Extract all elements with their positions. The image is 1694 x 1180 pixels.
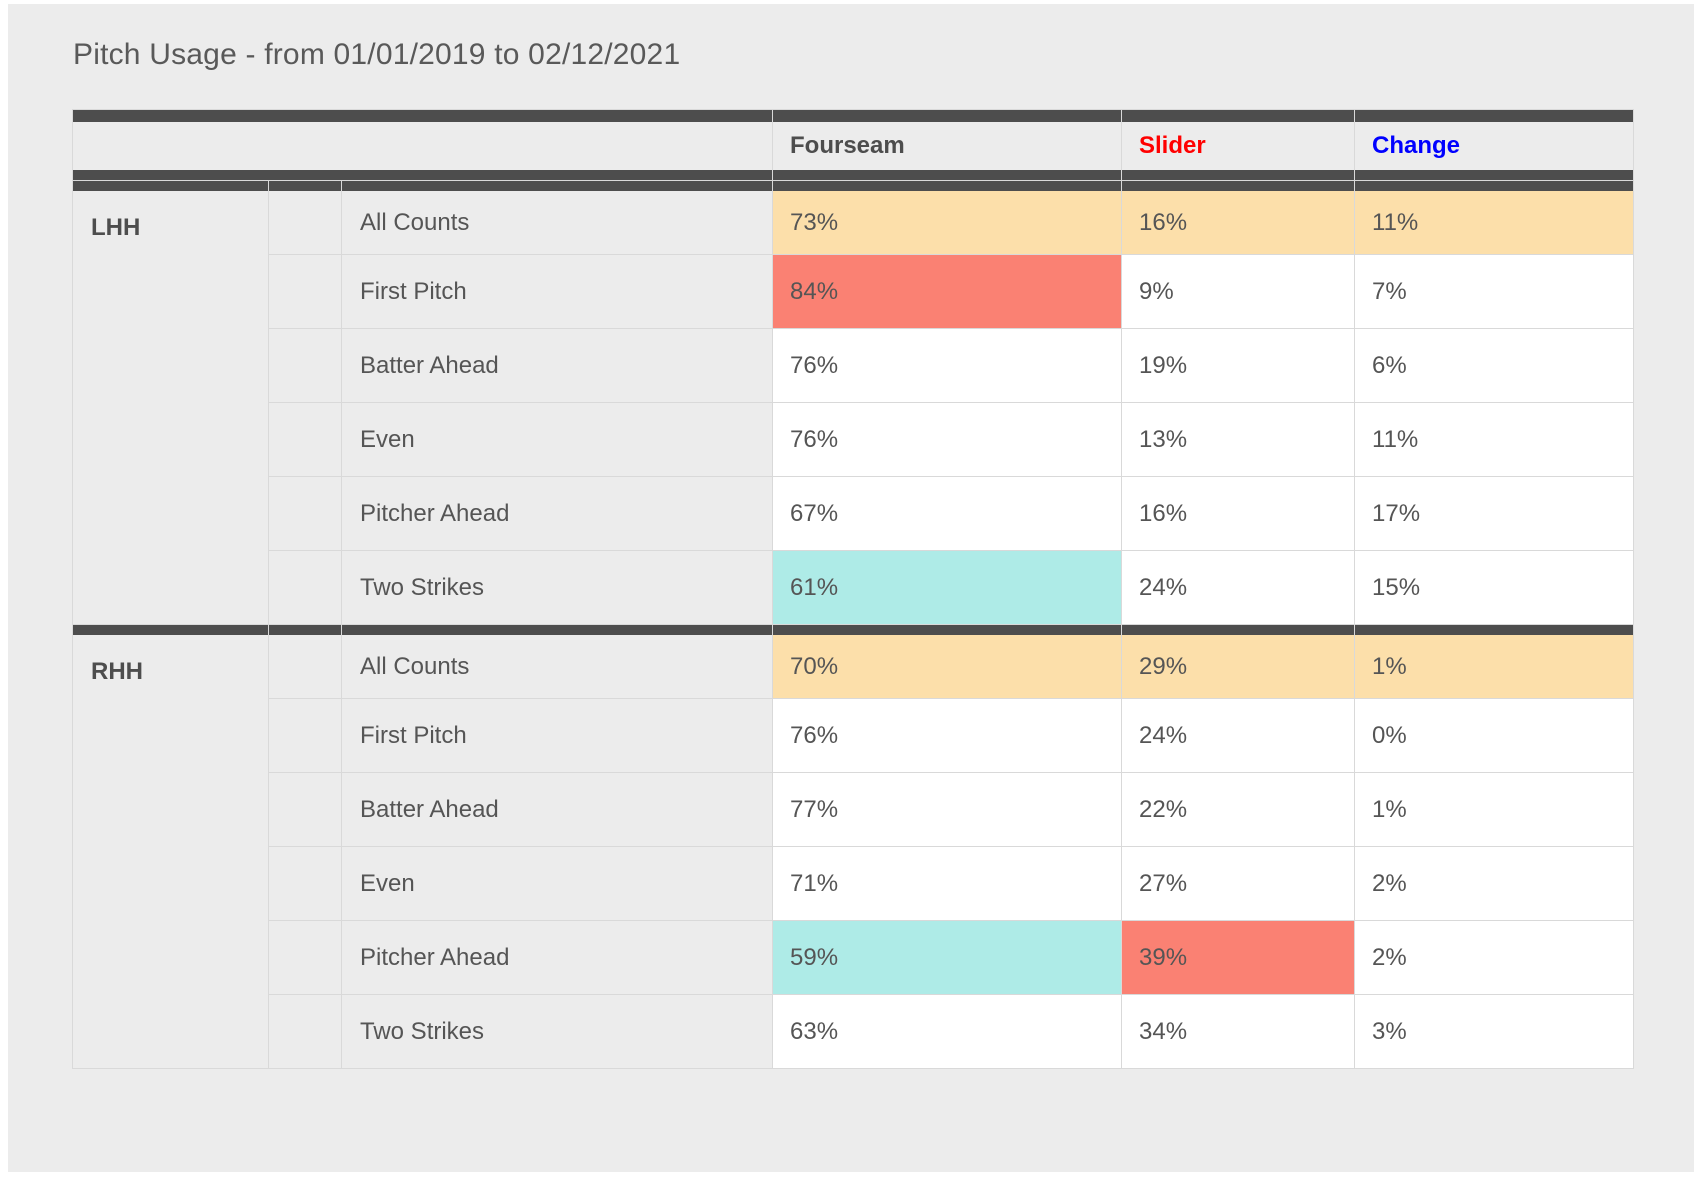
spacer-cell [269,995,341,1068]
value-cell-slider: 29% [1122,625,1354,698]
table-row: RHH All Counts 70% 29% 1% [73,625,1633,1068]
count-situation-label: All Counts [342,181,772,254]
value-cell-slider: 19% [1122,329,1354,402]
value-cell-slider: 24% [1122,699,1354,772]
value-cell-slider: 22% [1122,773,1354,846]
count-situation-label: Pitcher Ahead [342,921,772,994]
value-cell-change: 17% [1355,477,1633,550]
value-cell-fourseam: 59% [773,921,1121,994]
value-cell-change: 6% [1355,329,1633,402]
page-title: Pitch Usage - from 01/01/2019 to 02/12/2… [73,38,681,71]
count-situation-label: First Pitch [342,699,772,772]
column-header-fourseam: Fourseam [773,110,1121,180]
value-cell-fourseam: 76% [773,329,1121,402]
spacer-cell [269,847,341,920]
value-cell-change: 15% [1355,551,1633,624]
value-cell-change: 0% [1355,699,1633,772]
spacer-cell [269,699,341,772]
value-cell-change: 3% [1355,995,1633,1068]
spacer-cell [269,773,341,846]
spacer-cell [269,625,341,698]
value-cell-slider: 9% [1122,255,1354,328]
value-cell-slider: 13% [1122,403,1354,476]
value-cell-fourseam: 76% [773,699,1121,772]
table-row: Batter Ahead 76% 19% 6% [73,329,1633,402]
value-cell-change: 11% [1355,181,1633,254]
table-row: First Pitch 84% 9% 7% [73,255,1633,328]
value-cell-slider: 27% [1122,847,1354,920]
header-row: Fourseam Slider Change [73,110,1633,180]
table-row: Pitcher Ahead 59% 39% 2% [73,921,1633,994]
value-cell-fourseam: 70% [773,625,1121,698]
count-situation-label: Batter Ahead [342,329,772,402]
value-cell-change: 1% [1355,625,1633,698]
value-cell-change: 2% [1355,847,1633,920]
table-body: Fourseam Slider Change LHH All Counts 73… [73,110,1633,1068]
value-cell-fourseam: 77% [773,773,1121,846]
value-cell-fourseam: 71% [773,847,1121,920]
value-cell-slider: 34% [1122,995,1354,1068]
value-cell-slider: 24% [1122,551,1354,624]
value-cell-slider: 16% [1122,477,1354,550]
table-row: Pitcher Ahead 67% 16% 17% [73,477,1633,550]
spacer-cell [269,921,341,994]
spacer-cell [269,181,341,254]
value-cell-change: 2% [1355,921,1633,994]
column-header-change: Change [1355,110,1633,180]
count-situation-label: Even [342,847,772,920]
count-situation-label: First Pitch [342,255,772,328]
value-cell-fourseam: 84% [773,255,1121,328]
value-cell-change: 7% [1355,255,1633,328]
value-cell-change: 11% [1355,403,1633,476]
spacer-cell [269,477,341,550]
spacer-cell [269,551,341,624]
value-cell-fourseam: 67% [773,477,1121,550]
group-label-rhh: RHH [73,625,268,1068]
count-situation-label: Two Strikes [342,551,772,624]
column-header-slider: Slider [1122,110,1354,180]
value-cell-slider: 16% [1122,181,1354,254]
value-cell-slider: 39% [1122,921,1354,994]
count-situation-label: All Counts [342,625,772,698]
table-row: Even 76% 13% 11% [73,403,1633,476]
table-row: Two Strikes 61% 24% 15% [73,551,1633,624]
group-label-lhh: LHH [73,181,268,624]
value-cell-fourseam: 63% [773,995,1121,1068]
table-row: Two Strikes 63% 34% 3% [73,995,1633,1068]
count-situation-label: Even [342,403,772,476]
pitch-usage-table: Fourseam Slider Change LHH All Counts 73… [72,109,1634,1069]
table-row: LHH All Counts 73% 16% 11% [73,181,1633,624]
count-situation-label: Batter Ahead [342,773,772,846]
spacer-cell [269,329,341,402]
value-cell-fourseam: 76% [773,403,1121,476]
value-cell-change: 1% [1355,773,1633,846]
spacer-cell [269,403,341,476]
value-cell-fourseam: 61% [773,551,1121,624]
count-situation-label: Pitcher Ahead [342,477,772,550]
table-row: First Pitch 76% 24% 0% [73,699,1633,772]
value-cell-fourseam: 73% [773,181,1121,254]
table-row: Batter Ahead 77% 22% 1% [73,773,1633,846]
header-corner-cell [73,110,772,180]
count-situation-label: Two Strikes [342,995,772,1068]
table-row: Even 71% 27% 2% [73,847,1633,920]
spacer-cell [269,255,341,328]
